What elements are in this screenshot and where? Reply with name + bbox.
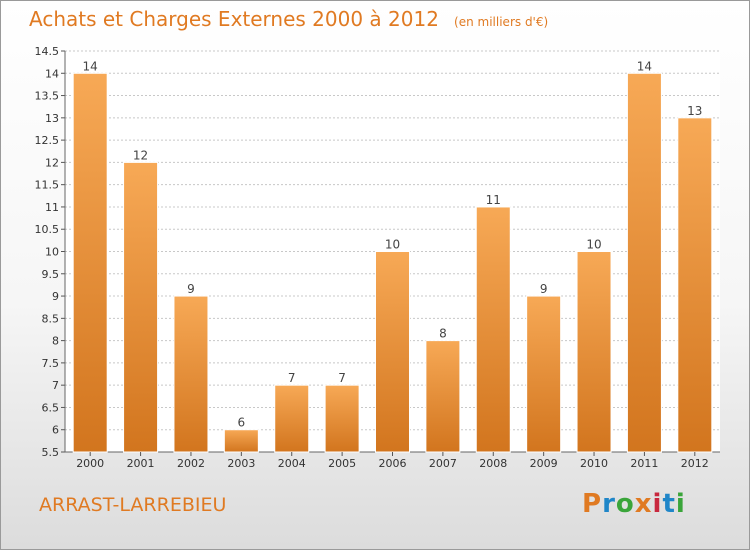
data-label: 14 xyxy=(637,59,652,73)
bar-2008 xyxy=(475,206,511,453)
data-label: 14 xyxy=(83,59,98,73)
y-tick-label: 12 xyxy=(45,156,59,169)
y-tick-label: 11 xyxy=(45,201,59,214)
y-tick-label: 14.5 xyxy=(35,45,60,58)
commune-name: ARRAST-LARREBIEU xyxy=(39,494,227,516)
x-tick-label: 2005 xyxy=(328,457,356,470)
logo-letter: P xyxy=(582,489,603,519)
logo-letter: x xyxy=(634,489,653,519)
y-tick-label: 6 xyxy=(52,424,59,437)
data-label: 9 xyxy=(187,282,195,296)
bar-2007 xyxy=(425,340,461,453)
x-tick-label: 2006 xyxy=(379,457,407,470)
bar-2011 xyxy=(626,72,662,453)
bar-2012 xyxy=(677,117,713,453)
logo-letter: t xyxy=(662,489,676,519)
data-label: 11 xyxy=(486,193,501,207)
logo-letter: r xyxy=(602,489,616,519)
y-tick-label: 9.5 xyxy=(42,268,60,281)
data-label: 6 xyxy=(238,416,246,430)
data-label: 7 xyxy=(338,371,346,385)
x-tick-label: 2003 xyxy=(227,457,255,470)
y-tick-label: 6.5 xyxy=(42,401,60,414)
x-tick-label: 2012 xyxy=(681,457,709,470)
bar-2005 xyxy=(324,384,360,453)
logo-letter: i xyxy=(675,489,686,519)
y-tick-label: 10 xyxy=(45,246,59,259)
x-tick-label: 2009 xyxy=(530,457,558,470)
data-label: 10 xyxy=(586,238,601,252)
bar-2002 xyxy=(173,295,209,453)
data-label: 7 xyxy=(288,371,296,385)
x-tick-label: 2011 xyxy=(630,457,658,470)
proxiti-logo: Proxiti xyxy=(582,489,686,519)
y-tick-label: 14 xyxy=(45,67,59,80)
y-tick-label: 11.5 xyxy=(35,179,60,192)
logo-letter: o xyxy=(615,489,635,519)
bar-2009 xyxy=(526,295,562,453)
y-tick-label: 8.5 xyxy=(42,312,60,325)
bar-2006 xyxy=(375,251,410,453)
data-label: 12 xyxy=(133,148,148,162)
x-tick-label: 2008 xyxy=(479,457,507,470)
bar-2001 xyxy=(123,161,159,453)
bar-2010 xyxy=(576,251,612,453)
bar-2004 xyxy=(274,384,310,453)
y-tick-label: 9 xyxy=(52,290,59,303)
x-tick-label: 2010 xyxy=(580,457,608,470)
data-label: 8 xyxy=(439,327,447,341)
data-label: 9 xyxy=(540,282,548,296)
x-tick-label: 2004 xyxy=(278,457,306,470)
y-tick-label: 13 xyxy=(45,112,59,125)
data-label: 13 xyxy=(687,104,702,118)
x-tick-label: 2001 xyxy=(127,457,155,470)
data-label: 10 xyxy=(385,238,400,252)
chart-title: Achats et Charges Externes 2000 à 2012 (… xyxy=(29,7,548,31)
bar-2003 xyxy=(223,429,259,453)
title-text: Achats et Charges Externes 2000 à 2012 xyxy=(29,7,439,31)
y-tick-label: 7.5 xyxy=(42,357,60,370)
y-tick-label: 8 xyxy=(52,335,59,348)
y-tick-label: 5.5 xyxy=(42,446,60,459)
y-tick-label: 13.5 xyxy=(35,90,60,103)
logo-letter: i xyxy=(652,489,663,519)
x-tick-label: 2002 xyxy=(177,457,205,470)
x-tick-label: 2007 xyxy=(429,457,457,470)
x-tick-label: 2000 xyxy=(76,457,104,470)
bar-2000 xyxy=(72,72,108,453)
title-unit: (en milliers d'€) xyxy=(454,15,549,29)
y-tick-label: 7 xyxy=(52,379,59,392)
y-tick-label: 12.5 xyxy=(35,134,60,147)
y-tick-label: 10.5 xyxy=(35,223,60,236)
